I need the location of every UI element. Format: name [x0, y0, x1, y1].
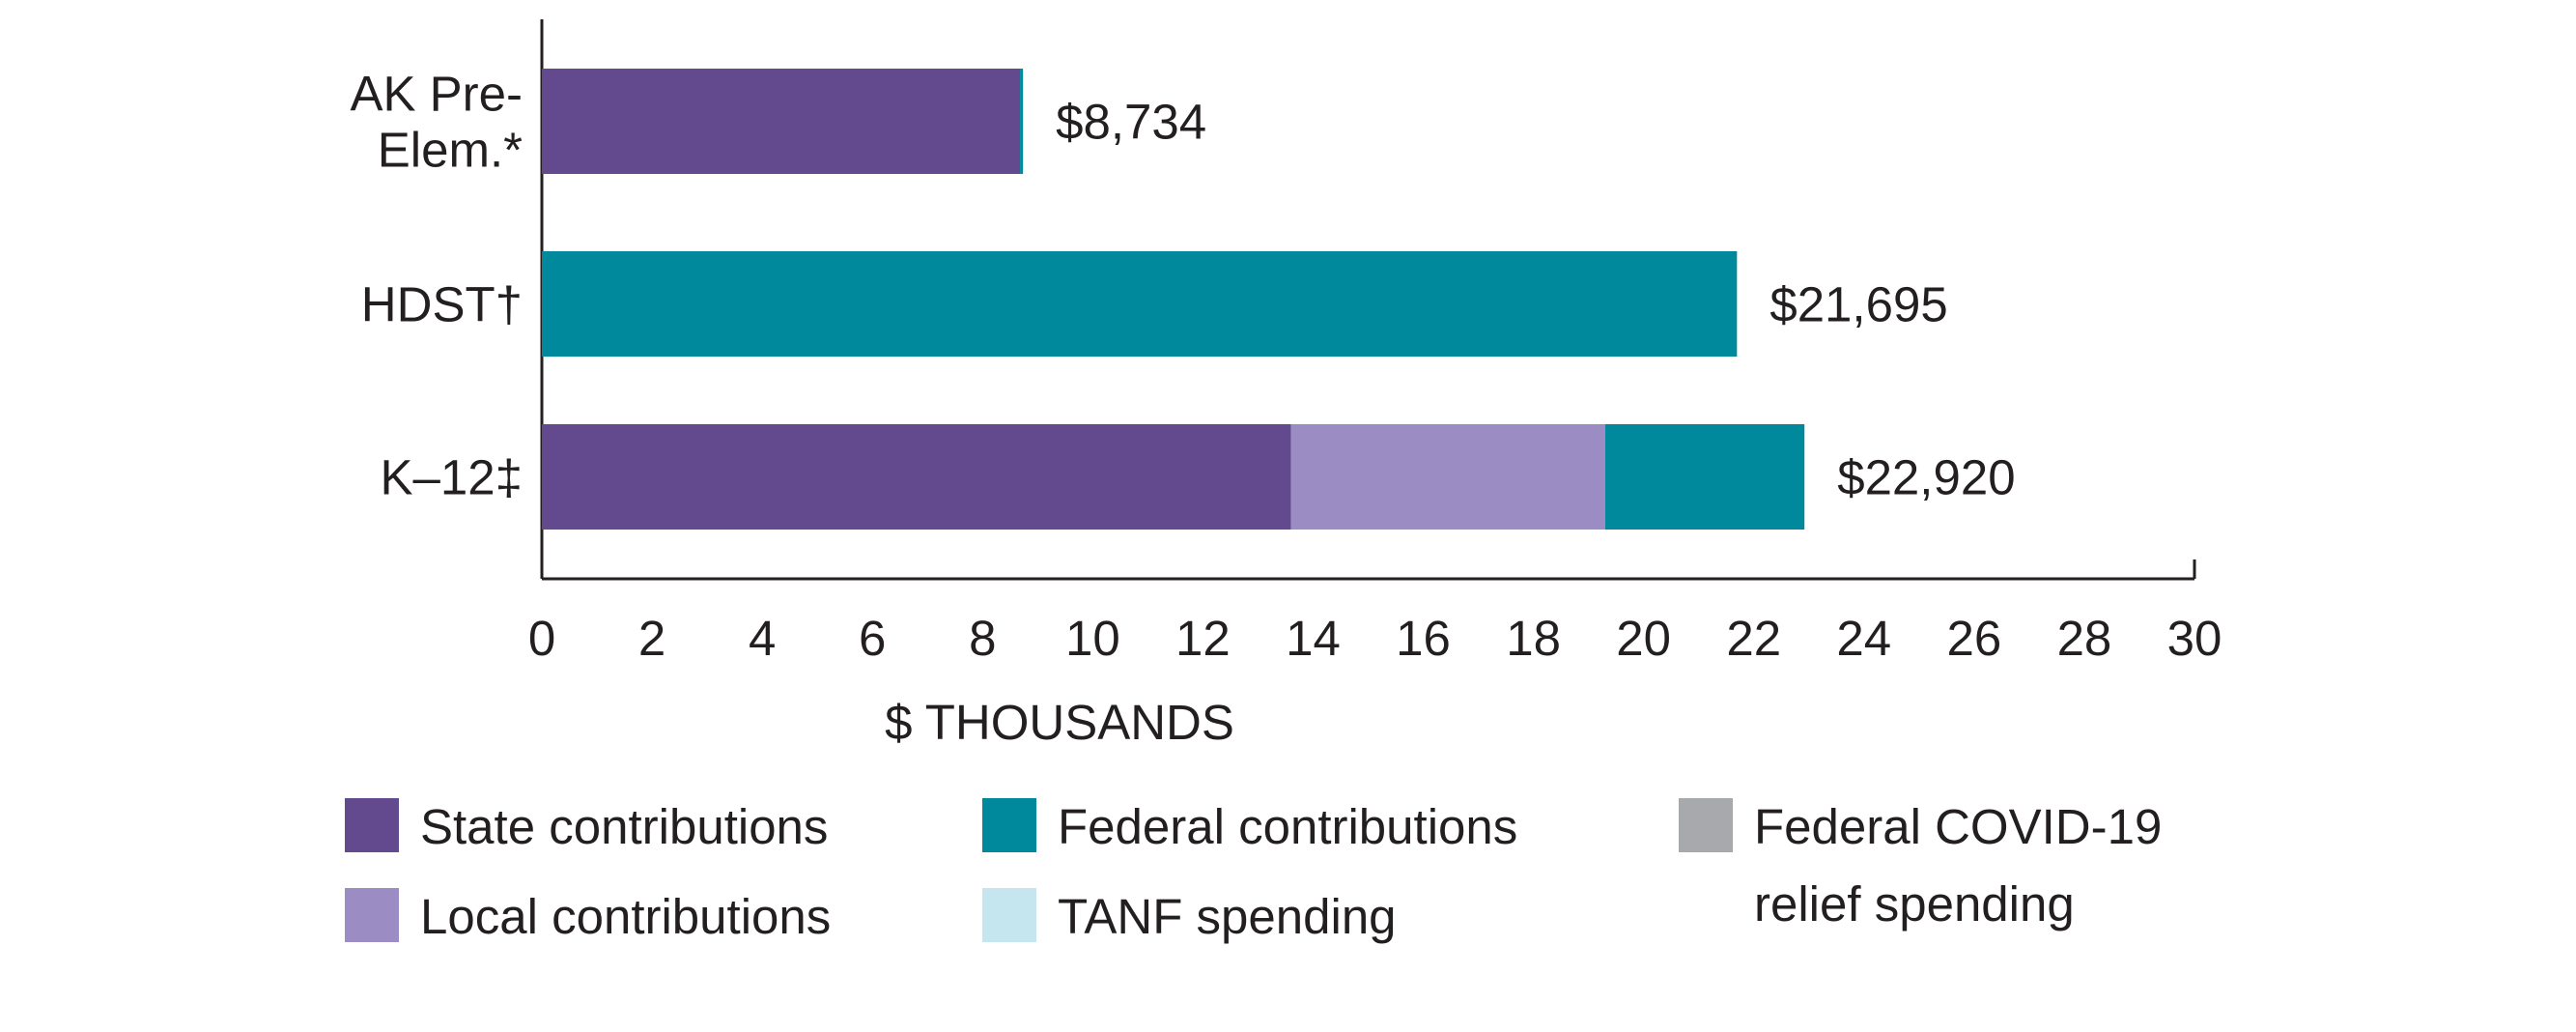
x-tick-label: 14	[1286, 611, 1341, 666]
x-tick-label: 0	[528, 611, 555, 666]
x-tick-label: 2	[638, 611, 665, 666]
bar-segment-state-contributions	[542, 69, 1021, 174]
x-tick-label: 20	[1616, 611, 1671, 666]
legend-label: relief spending	[1754, 876, 2075, 932]
category-label: HDST†	[361, 277, 523, 332]
bar-segment-federal-contributions	[1604, 424, 1805, 530]
x-tick-label: 16	[1396, 611, 1451, 666]
bar-segment-federal-contributions	[1020, 69, 1024, 174]
category-label: K–12‡	[381, 450, 523, 505]
x-tick-label: 26	[1946, 611, 2001, 666]
bar-segment-federal-contributions	[542, 251, 1738, 357]
legend-label: TANF spending	[1058, 889, 1397, 944]
legend-swatch	[982, 888, 1036, 942]
category-label: AK Pre-	[350, 67, 523, 122]
x-tick-label: 18	[1506, 611, 1561, 666]
x-tick-label: 4	[749, 611, 776, 666]
category-label: Elem.*	[378, 123, 523, 178]
bar-segment-state-contributions	[542, 424, 1291, 530]
x-tick-label: 12	[1175, 611, 1231, 666]
legend-label: State contributions	[420, 799, 828, 854]
x-axis-title: $ THOUSANDS	[885, 695, 1234, 750]
x-tick-label: 8	[969, 611, 996, 666]
x-tick-label: 30	[2167, 611, 2222, 666]
x-tick-label: 22	[1726, 611, 1781, 666]
x-tick-label: 24	[1836, 611, 1891, 666]
total-value-label: $8,734	[1056, 95, 1206, 150]
legend-label: Federal COVID-19	[1754, 799, 2162, 854]
legend-swatch	[982, 798, 1036, 852]
x-tick-label: 6	[859, 611, 886, 666]
x-tick-label: 10	[1065, 611, 1120, 666]
legend-swatch	[1679, 798, 1733, 852]
bar-segment-local-contributions	[1290, 424, 1605, 530]
legend-label: Local contributions	[420, 889, 831, 944]
legend-swatch	[345, 798, 399, 852]
legend-label: Federal contributions	[1058, 799, 1517, 854]
legend-swatch	[345, 888, 399, 942]
x-tick-label: 28	[2057, 611, 2112, 666]
total-value-label: $22,920	[1837, 450, 2015, 505]
total-value-label: $21,695	[1769, 277, 1947, 332]
